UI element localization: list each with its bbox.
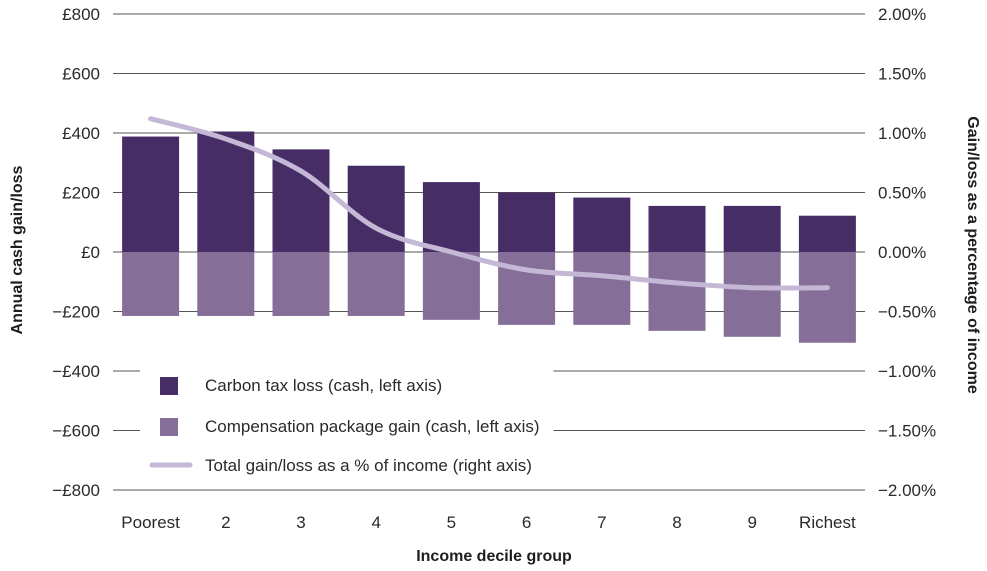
compensation-bar [573, 252, 631, 325]
compensation-bar [498, 252, 556, 325]
percentage-line-layer [148, 116, 830, 291]
right-axis-tick-label: −0.50% [878, 303, 936, 322]
left-axis-tick-label: −£600 [52, 422, 100, 441]
compensation-bar [648, 252, 706, 331]
left-axis-tick-label: −£400 [52, 362, 100, 381]
left-axis-tick-label: £200 [62, 184, 100, 203]
left-axis-tick-label: £0 [81, 243, 100, 262]
compensation-bar [272, 252, 330, 316]
left-axis-tick-label: −£200 [52, 303, 100, 322]
compensation-bar [422, 252, 480, 320]
right-axis-tick-label: −1.50% [878, 422, 936, 441]
compensation-bar [347, 252, 405, 316]
legend-label-carbon-tax: Carbon tax loss (cash, left axis) [205, 376, 442, 395]
percentage-line [148, 116, 830, 291]
x-axis-tick-label: Richest [799, 513, 856, 532]
legend-label-percentage-line: Total gain/loss as a % of income (right … [205, 456, 532, 475]
carbon-tax-bar [422, 182, 480, 252]
carbon-tax-bar [122, 136, 180, 252]
right-axis-tick-label: −1.00% [878, 362, 936, 381]
carbon-tax-bar [573, 197, 631, 252]
carbon-tax-bar [272, 149, 330, 252]
legend: Carbon tax loss (cash, left axis) Compen… [140, 366, 554, 480]
x-axis-tick-label: 7 [597, 513, 606, 532]
right-axis-ticks: 2.00% 1.50% 1.00% 0.50% 0.00% −0.50% −1.00% −1.… [878, 5, 936, 500]
x-axis-title: Income decile group [416, 548, 572, 565]
compensation-bar [197, 252, 255, 316]
x-axis-tick-label: 8 [672, 513, 681, 532]
x-axis-tick-label: Poorest [121, 513, 180, 532]
right-axis-tick-label: 2.00% [878, 5, 926, 24]
right-axis-tick-label: 1.00% [878, 124, 926, 143]
right-axis-tick-label: −2.00% [878, 481, 936, 500]
legend-background [140, 366, 554, 480]
x-axis-tick-label: 5 [447, 513, 456, 532]
right-axis-title: Gain/loss as a percentage of income [964, 116, 981, 394]
x-axis-ticks: Poorest 2 3 4 5 6 7 8 9 Richest [121, 513, 856, 532]
compensation-bar [723, 252, 781, 337]
carbon-tax-bar [197, 131, 255, 252]
x-axis-tick-label: 4 [371, 513, 380, 532]
x-axis-tick-label: 6 [522, 513, 531, 532]
left-axis-tick-label: £600 [62, 65, 100, 84]
left-axis-title: Annual cash gain/loss [9, 165, 26, 334]
left-axis-tick-label: £400 [62, 124, 100, 143]
carbon-tax-bar [648, 205, 706, 252]
x-axis-tick-label: 3 [296, 513, 305, 532]
legend-label-compensation: Compensation package gain (cash, left ax… [205, 417, 540, 436]
left-axis-tick-label: −£800 [52, 481, 100, 500]
right-axis-tick-label: 0.00% [878, 243, 926, 262]
legend-swatch-carbon-tax [160, 377, 178, 395]
carbon-tax-bar [798, 215, 856, 252]
carbon-tax-bar [723, 205, 781, 252]
bars [122, 131, 856, 343]
compensation-bar [798, 252, 856, 343]
left-axis-tick-label: £800 [62, 5, 100, 24]
right-axis-tick-label: 1.50% [878, 65, 926, 84]
carbon-tax-bar [498, 192, 556, 252]
x-axis-tick-label: 9 [747, 513, 756, 532]
left-axis-ticks: £800 £600 £400 £200 £0 −£200 −£400 −£600 −£800 [52, 5, 100, 500]
x-axis-tick-label: 2 [221, 513, 230, 532]
compensation-bar [122, 252, 180, 316]
right-axis-tick-label: 0.50% [878, 184, 926, 203]
legend-swatch-compensation [160, 418, 178, 436]
